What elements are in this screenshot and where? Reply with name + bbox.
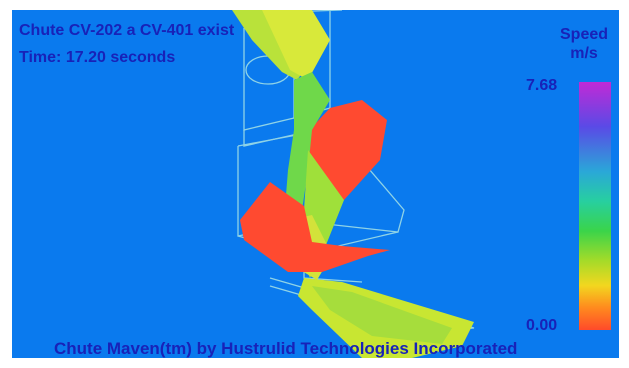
simulation-time: Time: 17.20 seconds [19,49,176,66]
footer-credit: Chute Maven(tm) by Hustrulid Technologie… [54,339,518,358]
legend-min-label: 0.00 [526,317,558,334]
chute-scene [232,10,475,358]
legend-title-line2: m/s [570,45,598,62]
dead-bed-lower [240,182,390,272]
particle-stream-inflow [232,10,330,80]
simulation-viewport: Chute CV-202 a CV-401 exist Time: 17.20 … [12,10,619,358]
legend-max-label: 7.68 [526,77,558,94]
legend-title: Speed m/s [560,25,608,63]
legend-title-line1: Speed [560,26,609,43]
particle-stream-outflow-fast [312,286,452,344]
simulation-title: Chute CV-202 a CV-401 exist [19,22,235,39]
speed-colorbar [579,82,611,330]
